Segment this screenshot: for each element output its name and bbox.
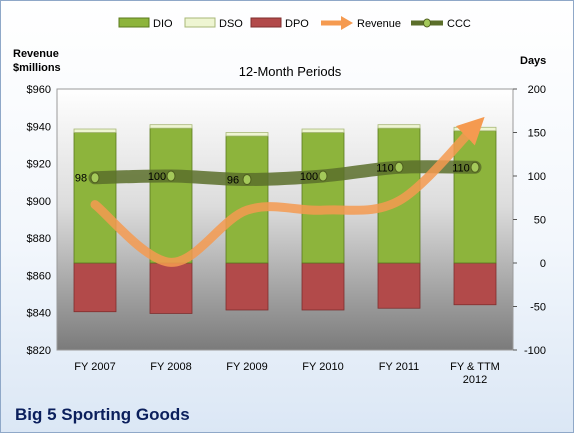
legend-label: CCC: [447, 18, 471, 30]
ccc-point: [318, 170, 328, 182]
legend-swatch: [184, 17, 216, 28]
bar-dpo: [149, 262, 193, 314]
bar-dio: [453, 130, 497, 264]
bar-dpo: [453, 262, 497, 306]
left-axis-ticks: $820 $840 $860 $880 $900 $920 $940 $960: [27, 84, 51, 357]
right-tick-label: 150: [528, 128, 546, 140]
revenue-line: [90, 116, 485, 267]
left-tick-label: $840: [27, 308, 51, 320]
ccc-line: [88, 160, 482, 186]
ccc-data-label: 100: [148, 171, 166, 183]
bar-dso: [301, 128, 345, 133]
company-name: Big 5 Sporting Goods: [15, 405, 190, 424]
legend-item-dso: DSO: [184, 17, 243, 30]
bar-dio: [149, 127, 193, 264]
legend-item-dpo: DPO: [250, 17, 309, 30]
legend-swatch: [250, 17, 282, 28]
legend-swatch-arrowhead: [341, 16, 353, 30]
bar-dio: [225, 135, 269, 264]
legend: DIO DSO DPO Revenue CCC: [118, 16, 471, 30]
legend-swatch: [118, 17, 150, 28]
x-tick-label: FY & TTM: [450, 361, 500, 373]
left-tick-label: $960: [27, 84, 51, 96]
legend-item-ccc: CCC: [411, 18, 471, 30]
x-axis-ticks: FY 2007 FY 2008 FY 2009 FY 2010 FY 2011 FY & …: [74, 361, 500, 386]
ccc-data-label: 110: [452, 162, 470, 174]
ccc-data-label: 96: [227, 174, 239, 186]
bar-dio: [73, 132, 117, 264]
left-tick-label: $860: [27, 270, 51, 282]
plot-area: [56, 88, 514, 351]
bar-dpo: [377, 262, 421, 309]
bar-dso: [73, 128, 117, 133]
bars: [73, 124, 497, 314]
legend-label: Revenue: [357, 18, 401, 30]
right-tick-label: -100: [524, 345, 546, 357]
ccc-data-label: 100: [300, 171, 318, 183]
ccc-data-label: 98: [75, 173, 87, 185]
bar-dio: [301, 132, 345, 264]
ccc-point: [470, 161, 480, 173]
left-tick-label: $900: [27, 196, 51, 208]
legend-label: DPO: [285, 18, 309, 30]
x-tick-label: 2012: [463, 374, 487, 386]
x-tick-label: FY 2007: [74, 361, 115, 373]
bar-dso: [377, 124, 421, 129]
legend-label: DSO: [219, 18, 243, 30]
legend-label: DIO: [153, 18, 173, 30]
ccc-point: [90, 172, 100, 184]
right-tick-label: 50: [534, 215, 546, 227]
bar-dso: [149, 124, 193, 129]
ccc-point: [166, 170, 176, 182]
left-axis-label-line: Revenue: [13, 48, 59, 60]
ccc-point: [394, 161, 404, 173]
bar-dpo: [301, 262, 345, 311]
right-tick-label: 0: [540, 258, 546, 270]
left-tick-label: $880: [27, 233, 51, 245]
legend-swatch-dot: [423, 18, 431, 28]
right-axis-ticks: -100 -50 0 50 100 150 200: [513, 84, 546, 357]
right-tick-label: -50: [530, 302, 546, 314]
right-axis-label: Days: [520, 55, 546, 67]
chart-title: 12-Month Periods: [239, 64, 342, 79]
left-axis-label-line: $millions: [13, 62, 61, 74]
ccc-data-label: 110: [376, 162, 394, 174]
legend-item-dio: DIO: [118, 17, 173, 30]
left-tick-label: $920: [27, 159, 51, 171]
lines: 98 100 96 100 110 110: [75, 116, 485, 267]
left-tick-label: $940: [27, 121, 51, 133]
right-tick-label: 100: [528, 171, 546, 183]
right-tick-label: 200: [528, 84, 546, 96]
legend-item-revenue: Revenue: [321, 16, 401, 30]
left-axis-label: Revenue $millions: [13, 48, 61, 74]
ccc-point: [242, 173, 252, 185]
bar-dso: [225, 132, 269, 137]
x-tick-label: FY 2008: [150, 361, 191, 373]
x-tick-label: FY 2010: [302, 361, 343, 373]
left-tick-label: $820: [27, 345, 51, 357]
x-tick-label: FY 2011: [379, 361, 420, 373]
x-tick-label: FY 2009: [226, 361, 267, 373]
bar-dpo: [225, 262, 269, 311]
bar-dpo: [73, 262, 117, 313]
